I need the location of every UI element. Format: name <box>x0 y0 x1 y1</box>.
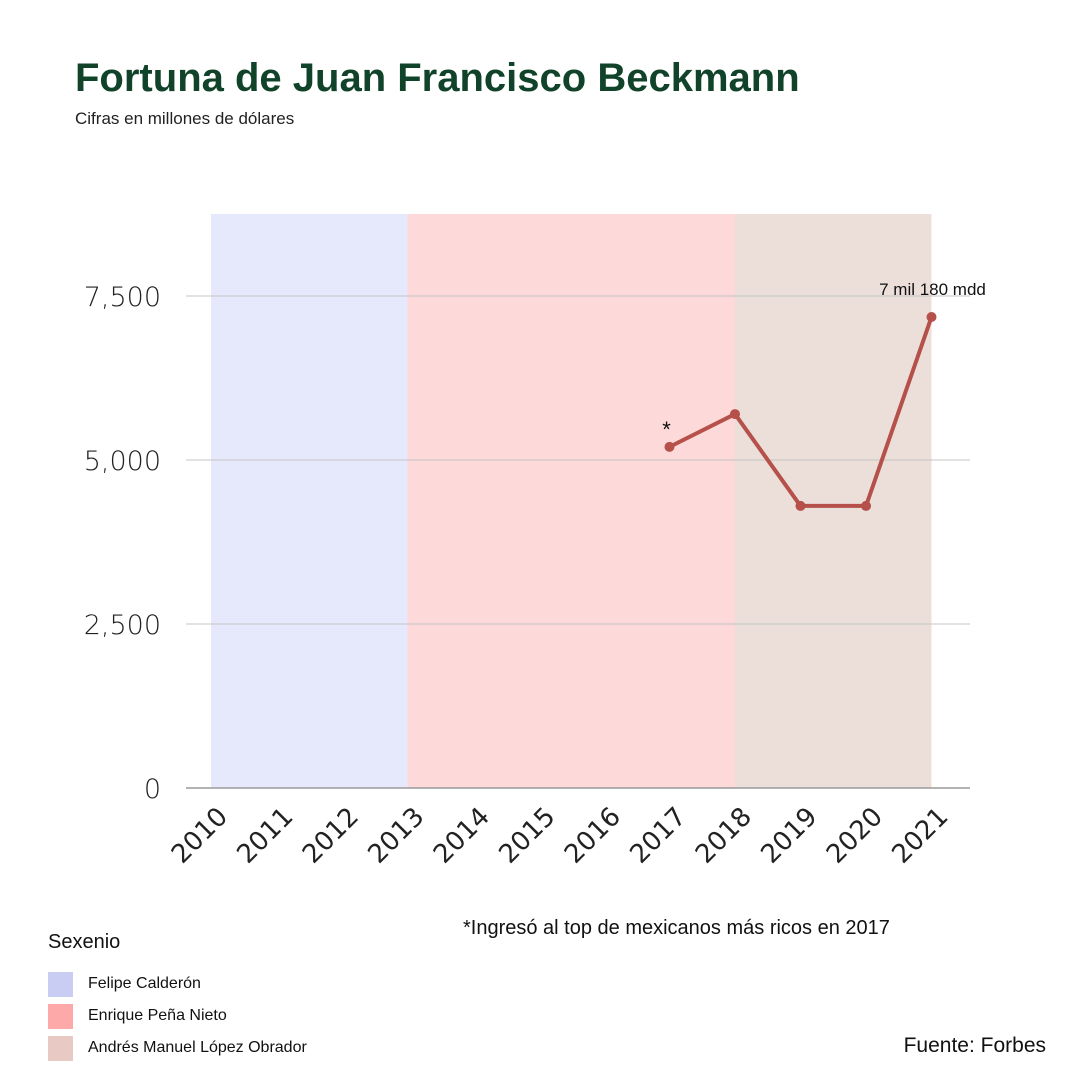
legend-title: Sexenio <box>48 931 121 953</box>
annotation-asterisk: * <box>662 417 671 442</box>
x-tick-label: 2012 <box>297 802 365 870</box>
legend-label-amlo: Andrés Manuel López Obrador <box>88 1039 307 1056</box>
data-point <box>730 409 740 420</box>
grid-lines <box>186 295 970 789</box>
x-tick-label: 2014 <box>428 802 496 870</box>
x-tick-label: 2010 <box>166 802 234 870</box>
x-tick-label: 2015 <box>493 802 561 870</box>
y-tick-label: 7,500 <box>84 282 161 313</box>
x-tick-label: 2013 <box>362 802 430 870</box>
source-credit: Fuente: Forbes <box>903 1034 1046 1057</box>
y-axis-ticks: 0 2,500 5,000 7,500 <box>84 282 161 805</box>
x-tick-label: 2011 <box>231 802 299 870</box>
data-point <box>795 500 806 511</box>
x-axis-ticks: 2010201120122013201420152016201720182019… <box>166 802 955 870</box>
legend-swatch-pena-nieto <box>48 1003 73 1029</box>
y-tick-label: 5,000 <box>84 446 161 477</box>
band-2 <box>735 214 932 788</box>
legend-label-pena-nieto: Enrique Peña Nieto <box>88 1007 227 1024</box>
x-tick-label: 2019 <box>755 802 823 870</box>
y-tick-label: 2,500 <box>84 610 161 641</box>
chart-subtitle: Cifras en millones de dólares <box>75 109 295 128</box>
legend: Sexenio Felipe Calderón Enrique Peña Nie… <box>48 931 307 1064</box>
x-tick-label: 2020 <box>821 802 889 870</box>
data-point <box>926 311 937 322</box>
legend-label-calderon: Felipe Calderón <box>88 975 201 992</box>
band-0 <box>211 214 408 788</box>
annotation-label: 7 mil 180 mdd <box>879 280 986 299</box>
chart-title: Fortuna de Juan Francisco Beckmann <box>75 56 800 100</box>
legend-item-pena-nieto: Enrique Peña Nieto <box>48 1000 307 1032</box>
data-point <box>664 441 675 452</box>
x-tick-label: 2021 <box>886 802 954 870</box>
data-point <box>861 500 871 511</box>
band-1 <box>407 214 735 788</box>
footnote: *Ingresó al top de mexicanos más ricos e… <box>463 917 890 939</box>
annotations-layer: * 7 mil 180 mdd <box>662 280 986 442</box>
legend-item-calderon: Felipe Calderón <box>48 968 307 1000</box>
series-layer <box>664 311 937 511</box>
legend-item-amlo: Andrés Manuel López Obrador <box>48 1032 307 1064</box>
x-tick-label: 2017 <box>624 802 692 870</box>
sexenio-bands <box>211 214 932 788</box>
legend-swatch-calderon <box>48 971 73 997</box>
x-tick-label: 2018 <box>690 802 758 870</box>
x-tick-label: 2016 <box>559 802 627 870</box>
legend-swatch-amlo <box>48 1035 73 1061</box>
y-tick-label: 0 <box>144 774 161 805</box>
